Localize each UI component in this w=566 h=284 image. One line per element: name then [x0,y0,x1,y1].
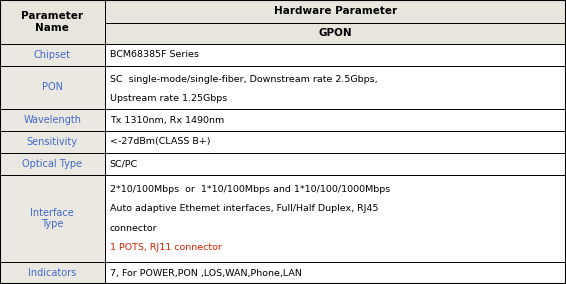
Text: Tx 1310nm, Rx 1490nm: Tx 1310nm, Rx 1490nm [110,116,224,125]
Text: SC/PC: SC/PC [110,159,138,168]
Bar [0,44,105,66]
Bar [105,66,566,109]
Bar [105,0,566,23]
Bar [105,44,566,66]
Text: 7, For POWER,PON ,LOS,WAN,Phone,LAN: 7, For POWER,PON ,LOS,WAN,Phone,LAN [110,269,302,277]
Bar [0,175,105,262]
Bar [105,262,566,284]
Text: Hardware Parameter: Hardware Parameter [274,6,397,16]
Text: connector: connector [110,224,157,233]
Text: Chipset: Chipset [34,50,71,60]
Text: Auto adaptive Ethemet interfaces, Full/Half Duplex, RJ45: Auto adaptive Ethemet interfaces, Full/H… [110,204,378,213]
Text: 2*10/100Mbps  or  1*10/100Mbps and 1*10/100/1000Mbps: 2*10/100Mbps or 1*10/100Mbps and 1*10/10… [110,185,390,194]
Text: PON: PON [42,82,63,92]
Text: Parameter
Name: Parameter Name [22,11,83,33]
Text: Optical Type: Optical Type [22,159,83,169]
Text: <-27dBm(CLASS B+): <-27dBm(CLASS B+) [110,137,210,147]
Text: Sensitivity: Sensitivity [27,137,78,147]
Text: BCM68385F Series: BCM68385F Series [110,50,199,59]
Bar [105,175,566,262]
Text: SC  single-mode/single-fiber, Downstream rate 2.5Gbps,: SC single-mode/single-fiber, Downstream … [110,75,378,84]
Text: Indicators: Indicators [28,268,76,278]
Bar [105,153,566,175]
Text: Upstream rate 1.25Gbps: Upstream rate 1.25Gbps [110,94,227,103]
Text: 1 POTS, RJ11 connector: 1 POTS, RJ11 connector [110,243,221,252]
Bar [105,109,566,131]
Bar [105,23,566,44]
Bar [0,153,105,175]
Text: GPON: GPON [319,28,352,38]
Bar [0,262,105,284]
Bar [105,131,566,153]
Bar [0,131,105,153]
Text: Interface
Type: Interface Type [31,208,74,229]
Bar [0,0,105,44]
Bar [0,66,105,109]
Text: Wavelength: Wavelength [23,115,82,125]
Bar [0,109,105,131]
